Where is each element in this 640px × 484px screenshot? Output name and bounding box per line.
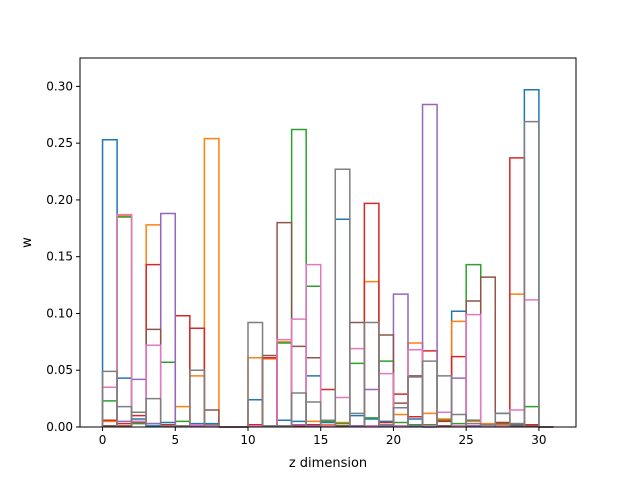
series-2-bin-7: [203, 137, 220, 427]
x-tick-label: 5: [171, 433, 179, 447]
series-8-bin-6: [189, 369, 206, 427]
y-axis-label: w: [20, 237, 35, 248]
series-8-bin-0: [101, 370, 118, 427]
series-8: [101, 120, 554, 428]
series-7-bin-3: [145, 344, 162, 427]
series-4-bin-18: [363, 202, 380, 427]
x-tick-label: 25: [459, 433, 474, 447]
x-axis-label: z dimension: [289, 456, 367, 471]
series-8-bin-3: [145, 397, 162, 427]
x-axis: 0 5 10 15 20 25 30: [99, 427, 547, 447]
series-5-bin-22: [421, 103, 438, 427]
y-tick-label: 0.15: [46, 250, 73, 264]
plot-frame: [79, 57, 577, 428]
y-tick-label: 0.00: [46, 420, 73, 434]
y-tick-label: 0.30: [46, 79, 73, 93]
x-tick-label: 0: [99, 433, 107, 447]
series-7-bin-14: [305, 263, 322, 427]
series-8-bin-14: [305, 401, 322, 427]
series-7-bin-25: [465, 313, 482, 427]
x-tick-label: 15: [313, 433, 328, 447]
series-layer: [101, 89, 554, 428]
y-tick-label: 0.10: [46, 306, 73, 320]
y-tick-label: 0.20: [46, 193, 73, 207]
y-axis: 0.00 0.05 0.10 0.15 0.20 0.25 0.30: [46, 79, 80, 434]
x-tick-label: 30: [531, 433, 546, 447]
series-8-bin-27: [494, 412, 511, 427]
series-7-bin-1: [116, 213, 133, 427]
x-tick-label: 20: [386, 433, 401, 447]
x-tick-label: 10: [240, 433, 255, 447]
y-tick-label: 0.25: [46, 136, 73, 150]
series-8-bin-7: [203, 423, 220, 427]
series-8-bin-24: [450, 413, 467, 427]
series-8-bin-16: [334, 168, 351, 427]
series-8-bin-23: [436, 375, 453, 427]
series-8-bin-10: [247, 321, 264, 427]
series-8-bin-29: [523, 120, 540, 427]
series-8-bin-18: [363, 321, 380, 427]
series-5-bin-4: [159, 212, 177, 427]
y-tick-label: 0.05: [46, 363, 73, 377]
